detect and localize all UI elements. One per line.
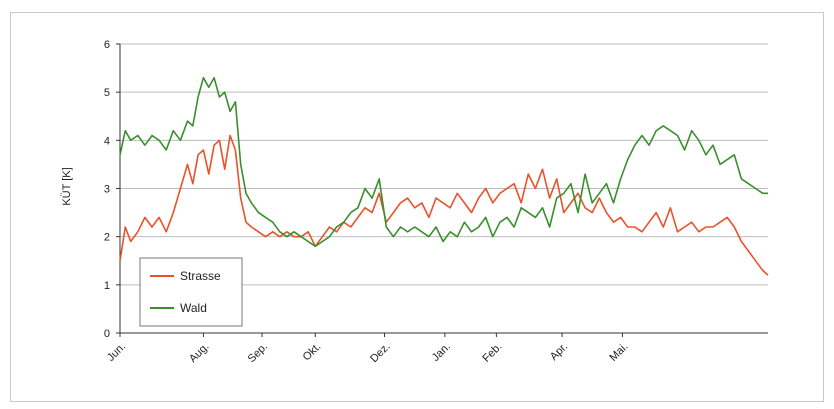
legend-label-wald: Wald	[180, 301, 207, 315]
y-tick-label: 1	[104, 280, 110, 292]
legend-items: Strasse Wald	[150, 269, 221, 315]
x-tick-label: Jun.	[105, 341, 128, 364]
y-tick-labels: 0 1 2 3 4 5 6	[104, 39, 110, 340]
gridlines	[120, 43, 768, 286]
series-line-strasse	[119, 134, 769, 276]
y-tick-label: 0	[104, 328, 110, 340]
y-tick-label: 6	[104, 39, 110, 51]
x-tick-label: Sep.	[246, 341, 270, 365]
x-tick-labels: Jun. Aug. Sep. Okt. Dez. Jan. Feb. Apr. Mai.	[105, 341, 631, 365]
x-tick-label: Dez.	[368, 341, 392, 365]
series-lines	[119, 76, 769, 276]
x-tick-label: Aug.	[187, 341, 211, 365]
x-tick-label: Okt.	[301, 341, 324, 364]
y-axis-label: KÜT [K]	[61, 167, 73, 205]
y-tick-label: 3	[104, 184, 110, 196]
x-tick-label: Feb.	[480, 341, 504, 365]
legend-label-strasse: Strasse	[180, 269, 221, 283]
y-tick-label: 5	[104, 87, 110, 99]
x-tick-label: Apr.	[548, 341, 570, 363]
y-tick-label: 2	[104, 232, 110, 244]
x-tick-label: Jan.	[430, 341, 453, 364]
series-line-wald	[119, 76, 768, 248]
y-tick-label: 4	[104, 135, 110, 147]
legend-box	[139, 257, 243, 327]
legend: Strasse Wald	[139, 257, 243, 327]
axes	[116, 43, 768, 337]
x-tick-label: Mai.	[607, 341, 630, 364]
